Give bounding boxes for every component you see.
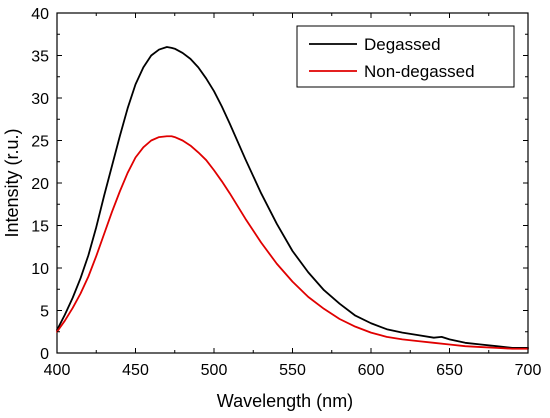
y-tick-label: 35 [31, 49, 49, 66]
series-line-degassed [56, 46, 529, 349]
x-tick-label: 400 [44, 362, 71, 379]
y-tick-label: 20 [31, 176, 49, 193]
y-tick-label: 0 [40, 346, 49, 363]
legend-label: Degassed [364, 35, 441, 54]
y-tick-label: 15 [31, 219, 49, 236]
y-tick-label: 10 [31, 261, 49, 278]
x-tick-label: 500 [201, 362, 228, 379]
x-tick-label: 550 [279, 362, 306, 379]
series-line-non-degassed [56, 135, 529, 350]
legend-label: Non-degassed [364, 62, 475, 81]
y-tick-label: 25 [31, 134, 49, 151]
x-axis-label: Wavelength (nm) [217, 391, 353, 411]
legend-box [296, 25, 515, 88]
x-tick-label: 600 [358, 362, 385, 379]
x-tick-label: 700 [515, 362, 542, 379]
y-axis-label: Intensity (r.u.) [2, 128, 22, 237]
y-tick-label: 5 [40, 304, 49, 321]
y-tick-label: 30 [31, 91, 49, 108]
x-tick-label: 450 [122, 362, 149, 379]
x-tick-label: 650 [436, 362, 463, 379]
y-tick-label: 40 [31, 6, 49, 23]
